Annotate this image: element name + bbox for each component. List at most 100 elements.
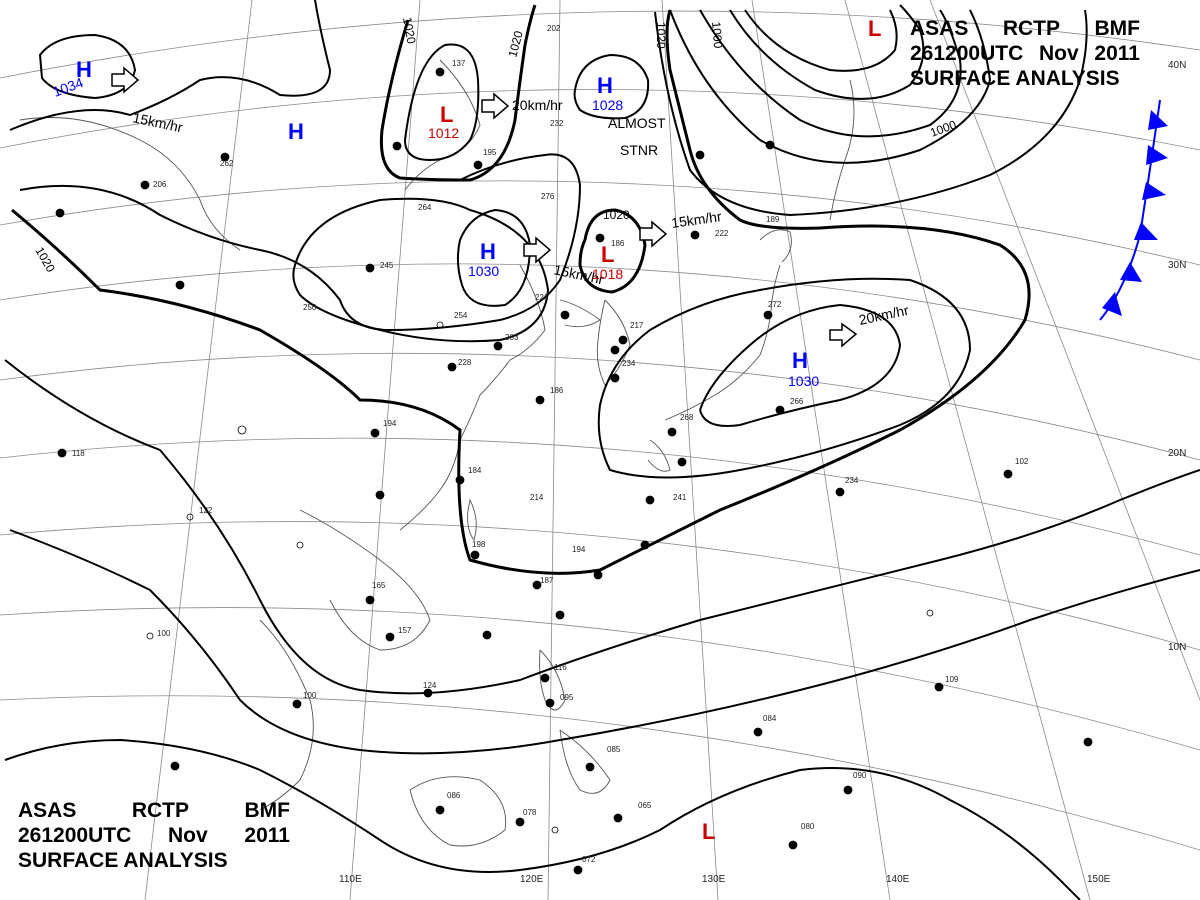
station-reading: 202	[547, 24, 561, 33]
parallel-20n	[0, 352, 1200, 461]
coast-philippines-south	[559, 729, 611, 794]
latitude-label: 10N	[1168, 642, 1186, 653]
coast-shandong	[559, 299, 601, 328]
station-reading: 187	[540, 576, 554, 585]
station-reading: 065	[638, 801, 652, 810]
station-reading: 095	[560, 693, 574, 702]
low-center-value: 1012	[428, 125, 459, 141]
stationary-note: ALMOST STNR	[608, 115, 666, 158]
coast-japan-kyushu	[647, 439, 671, 472]
station-reading: 262	[220, 159, 234, 168]
station-reading: 206	[153, 180, 167, 189]
isobar-japan-mid	[597, 277, 972, 479]
station-reading: 102	[1015, 457, 1029, 466]
station-reading: 116	[554, 663, 567, 672]
station-reading: 078	[523, 808, 537, 817]
header-month: Nov	[167, 824, 208, 847]
motion-arrow-icon	[111, 66, 140, 94]
station-reading: 184	[468, 466, 482, 475]
header-title: SURFACE ANALYSIS	[910, 67, 1120, 90]
latitude-label: 30N	[1168, 260, 1186, 271]
motion-label: 20km/hr	[512, 97, 563, 113]
chart-header-top-right: ASAS RCTP BMF 261200UTC Nov 2011 SURFACE…	[910, 16, 1140, 91]
header-year: 2011	[1094, 42, 1140, 65]
parallel-15n	[0, 437, 1200, 556]
coast-japan-honshu	[664, 264, 781, 421]
station-reading: 194	[572, 545, 586, 554]
coast-west-interior	[19, 117, 241, 251]
coast-taiwan	[467, 498, 477, 541]
coast-hokkaido	[759, 229, 792, 263]
isobar-1020-north	[379, 4, 537, 182]
latitude-label: 20N	[1168, 448, 1186, 459]
latitude-labels: 40N 30N 20N 10N	[1168, 60, 1186, 653]
station-reading: 222	[715, 229, 729, 238]
isobar-label: 1000	[709, 21, 725, 49]
station-plots	[55, 67, 1093, 875]
isobars	[4, 0, 1200, 900]
low-center-letter: L	[868, 16, 881, 41]
parallel-35n	[0, 89, 1200, 151]
station-reading: 072	[582, 855, 596, 864]
station-reading: 085	[607, 745, 621, 754]
station-reading: 109	[945, 675, 959, 684]
motion-label: 15km/hr	[670, 208, 723, 231]
coast-korea	[596, 299, 631, 386]
front-triangle	[1120, 262, 1142, 282]
stationary-note-line: STNR	[620, 142, 658, 158]
high-center-letter: H	[792, 348, 808, 373]
header-time: 261200UTC	[18, 824, 132, 847]
coast-sakhalin-kuril	[829, 79, 855, 221]
header-station: RCTP	[1002, 17, 1061, 40]
coast-indochina	[259, 619, 314, 811]
isobar-1000-ring4	[744, 9, 898, 72]
station-reading: 234	[845, 476, 859, 485]
isobar-west-1024	[19, 153, 582, 332]
isobar-1000-ring3	[729, 4, 925, 100]
header-code: BMF	[1094, 17, 1141, 40]
isobar-1008-south	[4, 738, 1081, 900]
station-reading: 272	[768, 300, 782, 309]
header-month: Nov	[1038, 42, 1079, 65]
parallel-30n	[0, 180, 1200, 266]
front-triangle	[1148, 110, 1168, 130]
station-reading: 186	[550, 386, 564, 395]
isobar-1020-low	[578, 208, 647, 294]
station-reading: 234	[622, 359, 636, 368]
parallel-10n	[0, 521, 1200, 651]
header-time: 261200UTC	[910, 42, 1024, 65]
isobar-1012-south-b	[9, 529, 1200, 755]
station-reading: 245	[380, 261, 394, 270]
coast-borneo	[409, 776, 507, 847]
station-readings: 202 137 195 232 206 245 264 276 186 222 …	[72, 24, 1029, 864]
low-center-letter: L	[702, 819, 715, 844]
header-year: 2011	[244, 824, 290, 847]
station-reading: 266	[790, 397, 804, 406]
station-reading: 118	[72, 449, 85, 458]
station-reading: 221	[535, 293, 549, 302]
coast-philippines-luzon	[539, 649, 566, 711]
cold-front	[1099, 99, 1168, 321]
motion-arrow-icon	[639, 220, 668, 248]
station-reading: 080	[801, 822, 815, 831]
high-center-letter: H	[76, 57, 92, 82]
station-reading: 195	[483, 148, 497, 157]
meridian-130e	[661, 0, 719, 900]
front-triangle	[1102, 292, 1122, 316]
motion-arrow-icon	[523, 236, 552, 264]
header-station: RCTP	[131, 799, 190, 822]
isobar-label: 1020	[400, 16, 418, 45]
station-reading: 194	[383, 419, 397, 428]
isobar-1034	[38, 33, 137, 100]
longitude-label: 140E	[886, 874, 910, 885]
high-center-value: 1028	[592, 97, 623, 113]
header-agency: ASAS	[18, 799, 77, 822]
stationary-note-line: ALMOST	[608, 115, 666, 131]
station-reading: 254	[454, 311, 468, 320]
header-agency: ASAS	[910, 17, 969, 40]
isobar-1028-north-high	[573, 53, 650, 120]
header-title: SURFACE ANALYSIS	[18, 849, 228, 872]
header-code: BMF	[244, 799, 291, 822]
